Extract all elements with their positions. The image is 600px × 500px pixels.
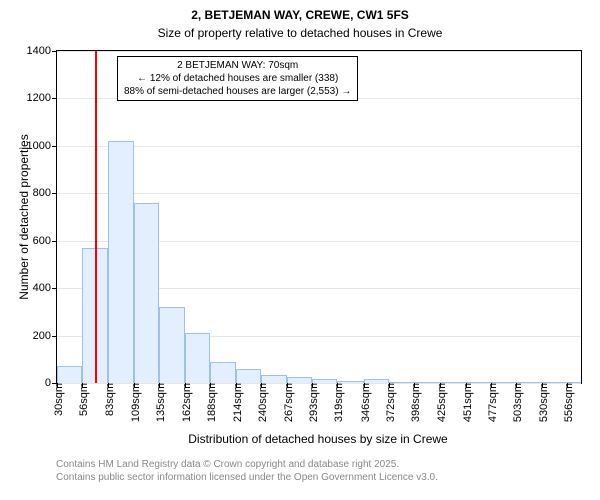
xtick-label: 135sqm	[151, 383, 167, 422]
xtick-label: 319sqm	[329, 383, 345, 422]
xtick-label: 214sqm	[228, 383, 244, 422]
xtick-label: 83sqm	[100, 383, 116, 416]
ytick-mark	[52, 336, 57, 337]
xtick-label: 162sqm	[177, 383, 193, 422]
chart-container: 2, BETJEMAN WAY, CREWE, CW1 5FS Size of …	[0, 0, 600, 500]
ytick-mark	[52, 193, 57, 194]
xtick-label: 240sqm	[253, 383, 269, 422]
footer-line2: Contains public sector information licen…	[56, 471, 438, 484]
xtick-label: 372sqm	[381, 383, 397, 422]
xtick-label: 30sqm	[49, 383, 65, 416]
histogram-bar	[134, 203, 159, 383]
ytick-mark	[52, 146, 57, 147]
xtick-label: 530sqm	[534, 383, 550, 422]
gridline	[57, 193, 581, 194]
gridline	[57, 51, 581, 52]
x-axis-label: Distribution of detached houses by size …	[56, 432, 580, 446]
xtick-label: 451sqm	[458, 383, 474, 422]
histogram-bar	[261, 375, 287, 383]
annotation-line2: ← 12% of detached houses are smaller (33…	[124, 72, 351, 85]
xtick-label: 503sqm	[508, 383, 524, 422]
xtick-label: 346sqm	[356, 383, 372, 422]
ytick-mark	[52, 51, 57, 52]
xtick-label: 477sqm	[483, 383, 499, 422]
xtick-label: 56sqm	[74, 383, 90, 416]
ytick-mark	[52, 98, 57, 99]
title-line1: 2, BETJEMAN WAY, CREWE, CW1 5FS	[0, 8, 600, 22]
gridline	[57, 146, 581, 147]
histogram-bar	[57, 366, 82, 383]
xtick-label: 398sqm	[406, 383, 422, 422]
xtick-label: 109sqm	[126, 383, 142, 422]
property-marker-line	[95, 51, 97, 383]
plot-area: 020040060080010001200140030sqm56sqm83sqm…	[56, 50, 582, 384]
xtick-label: 556sqm	[559, 383, 575, 422]
xtick-label: 293sqm	[304, 383, 320, 422]
annotation-line3: 88% of semi-detached houses are larger (…	[124, 85, 351, 98]
histogram-bar	[210, 362, 235, 383]
histogram-bar	[159, 307, 185, 383]
footer-attribution: Contains HM Land Registry data © Crown c…	[56, 458, 438, 484]
footer-line1: Contains HM Land Registry data © Crown c…	[56, 458, 438, 471]
annotation-line1: 2 BETJEMAN WAY: 70sqm	[124, 59, 351, 72]
histogram-bar	[185, 333, 210, 383]
xtick-label: 425sqm	[432, 383, 448, 422]
xtick-label: 267sqm	[279, 383, 295, 422]
xtick-label: 188sqm	[202, 383, 218, 422]
ytick-mark	[52, 288, 57, 289]
annotation-box: 2 BETJEMAN WAY: 70sqm← 12% of detached h…	[117, 56, 358, 101]
y-axis-label: Number of detached properties	[17, 117, 31, 317]
ytick-mark	[52, 241, 57, 242]
title-line2: Size of property relative to detached ho…	[0, 26, 600, 40]
histogram-bar	[236, 369, 261, 383]
histogram-bar	[108, 141, 133, 383]
